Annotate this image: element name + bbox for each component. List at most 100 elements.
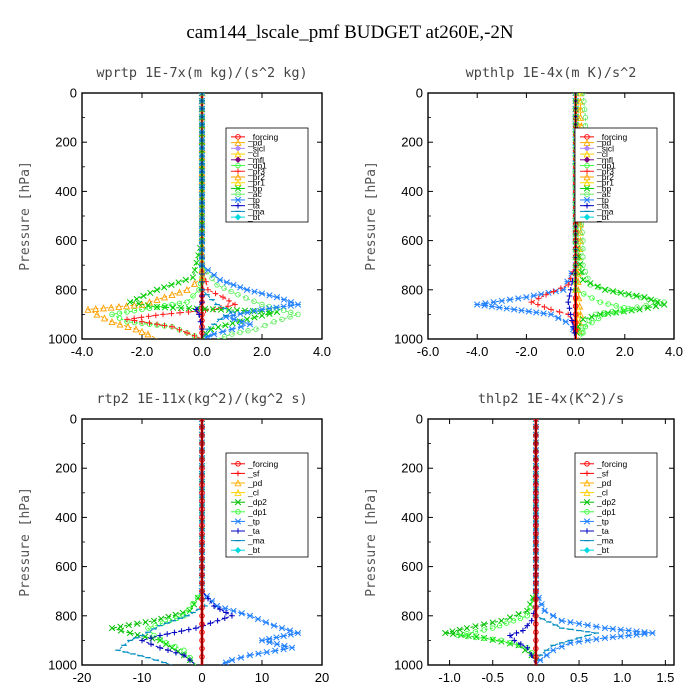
series-point (138, 327, 146, 335)
legend-marker (584, 202, 590, 209)
legend-marker (234, 488, 242, 496)
series-point (219, 328, 227, 335)
series-point (168, 310, 175, 317)
series-point (187, 657, 193, 663)
legend-marker (583, 518, 591, 525)
y-tick-label: 800 (401, 608, 423, 623)
y-tick-label: 600 (55, 559, 77, 574)
series-point (230, 607, 237, 615)
x-tick-label: -20 (73, 670, 92, 685)
series-point (286, 627, 294, 634)
series-point (153, 295, 161, 303)
y-axis-label: Pressure [hPa] (18, 487, 33, 597)
series-point (125, 621, 132, 629)
series-point (145, 298, 154, 306)
series-point (124, 309, 130, 315)
series-point (211, 603, 217, 609)
legend-marker (234, 213, 242, 221)
series-point (641, 630, 648, 637)
series-point (93, 310, 101, 318)
series-point (520, 627, 526, 634)
series-point (525, 308, 533, 315)
series-point (185, 606, 192, 613)
series-point (294, 629, 302, 637)
series-point (184, 330, 190, 336)
legend-label: _tp (247, 516, 260, 526)
series-point (271, 319, 277, 325)
series-point (237, 329, 243, 336)
series-point (270, 622, 278, 629)
series-point (123, 302, 131, 310)
y-tick-label: 1000 (394, 332, 423, 347)
series-point (582, 269, 589, 275)
series-point (647, 296, 655, 303)
series-point (535, 301, 541, 308)
x-tick-label: -2.0 (131, 344, 153, 359)
series-point (472, 623, 479, 630)
x-tick-label: 2.0 (253, 344, 271, 359)
x-tick-label: -10 (133, 670, 152, 685)
series-point (518, 307, 525, 314)
series-point (175, 288, 184, 296)
series-point (117, 627, 125, 634)
series-point (517, 615, 524, 622)
series-point (185, 305, 193, 312)
series-point (295, 311, 301, 318)
series-point (597, 299, 603, 305)
series-point (177, 304, 185, 312)
series-point (193, 625, 199, 631)
series-point (258, 306, 266, 313)
series-point (107, 303, 115, 311)
y-tick-label: 0 (70, 412, 77, 427)
series-point (527, 604, 533, 611)
series-point (243, 286, 251, 293)
legend-marker (235, 470, 241, 477)
series-point (496, 304, 503, 311)
panel-thlp2: thlp2 1E-4x(K^2)/s Pressure [hPa] 0 200 400 6… (364, 391, 675, 685)
panel-wprtp: wprtp 1E-7x(m kg)/(s^2 kg) Pressure [hPa]… (18, 65, 331, 359)
series-point (172, 611, 179, 618)
legend-label: _cl (247, 488, 259, 498)
series-point (584, 621, 591, 629)
legend-marker (235, 509, 241, 515)
legend-marker (234, 546, 242, 554)
series-point (601, 634, 609, 642)
series-point (222, 615, 228, 622)
series-point (579, 276, 587, 284)
series-point (130, 301, 138, 309)
series-point (524, 644, 531, 651)
series-point (205, 287, 211, 293)
series-point (294, 301, 302, 308)
series-point (230, 316, 238, 323)
legend-label: _sf (247, 468, 260, 478)
legend-marker (584, 191, 590, 197)
legend-label: _sicl (247, 143, 265, 153)
series-point (548, 306, 554, 313)
series-point (229, 320, 236, 327)
series-point (168, 290, 176, 298)
series-point (190, 293, 196, 299)
series-point (595, 315, 602, 322)
series-point (498, 637, 505, 644)
series-point (246, 652, 254, 659)
series-point (472, 629, 479, 635)
legend-label: _cl (596, 488, 608, 498)
legend-marker (583, 156, 591, 164)
y-tick-label: 400 (55, 184, 77, 199)
panel-title: wpthlp 1E-4x(m K)/s^2 (466, 65, 637, 81)
legend-label: _cl (596, 149, 608, 159)
legend-marker (234, 156, 242, 164)
x-tick-label: -0.5 (482, 670, 504, 685)
series-point (184, 299, 190, 305)
series-point (214, 282, 220, 288)
series-point (154, 304, 160, 310)
series-point (153, 303, 161, 311)
series-point (625, 632, 632, 639)
series-point (262, 619, 270, 626)
series-point (230, 312, 237, 319)
series-point (592, 311, 599, 318)
series-point (609, 633, 617, 641)
series-point (480, 621, 488, 628)
series-point (198, 93, 206, 97)
